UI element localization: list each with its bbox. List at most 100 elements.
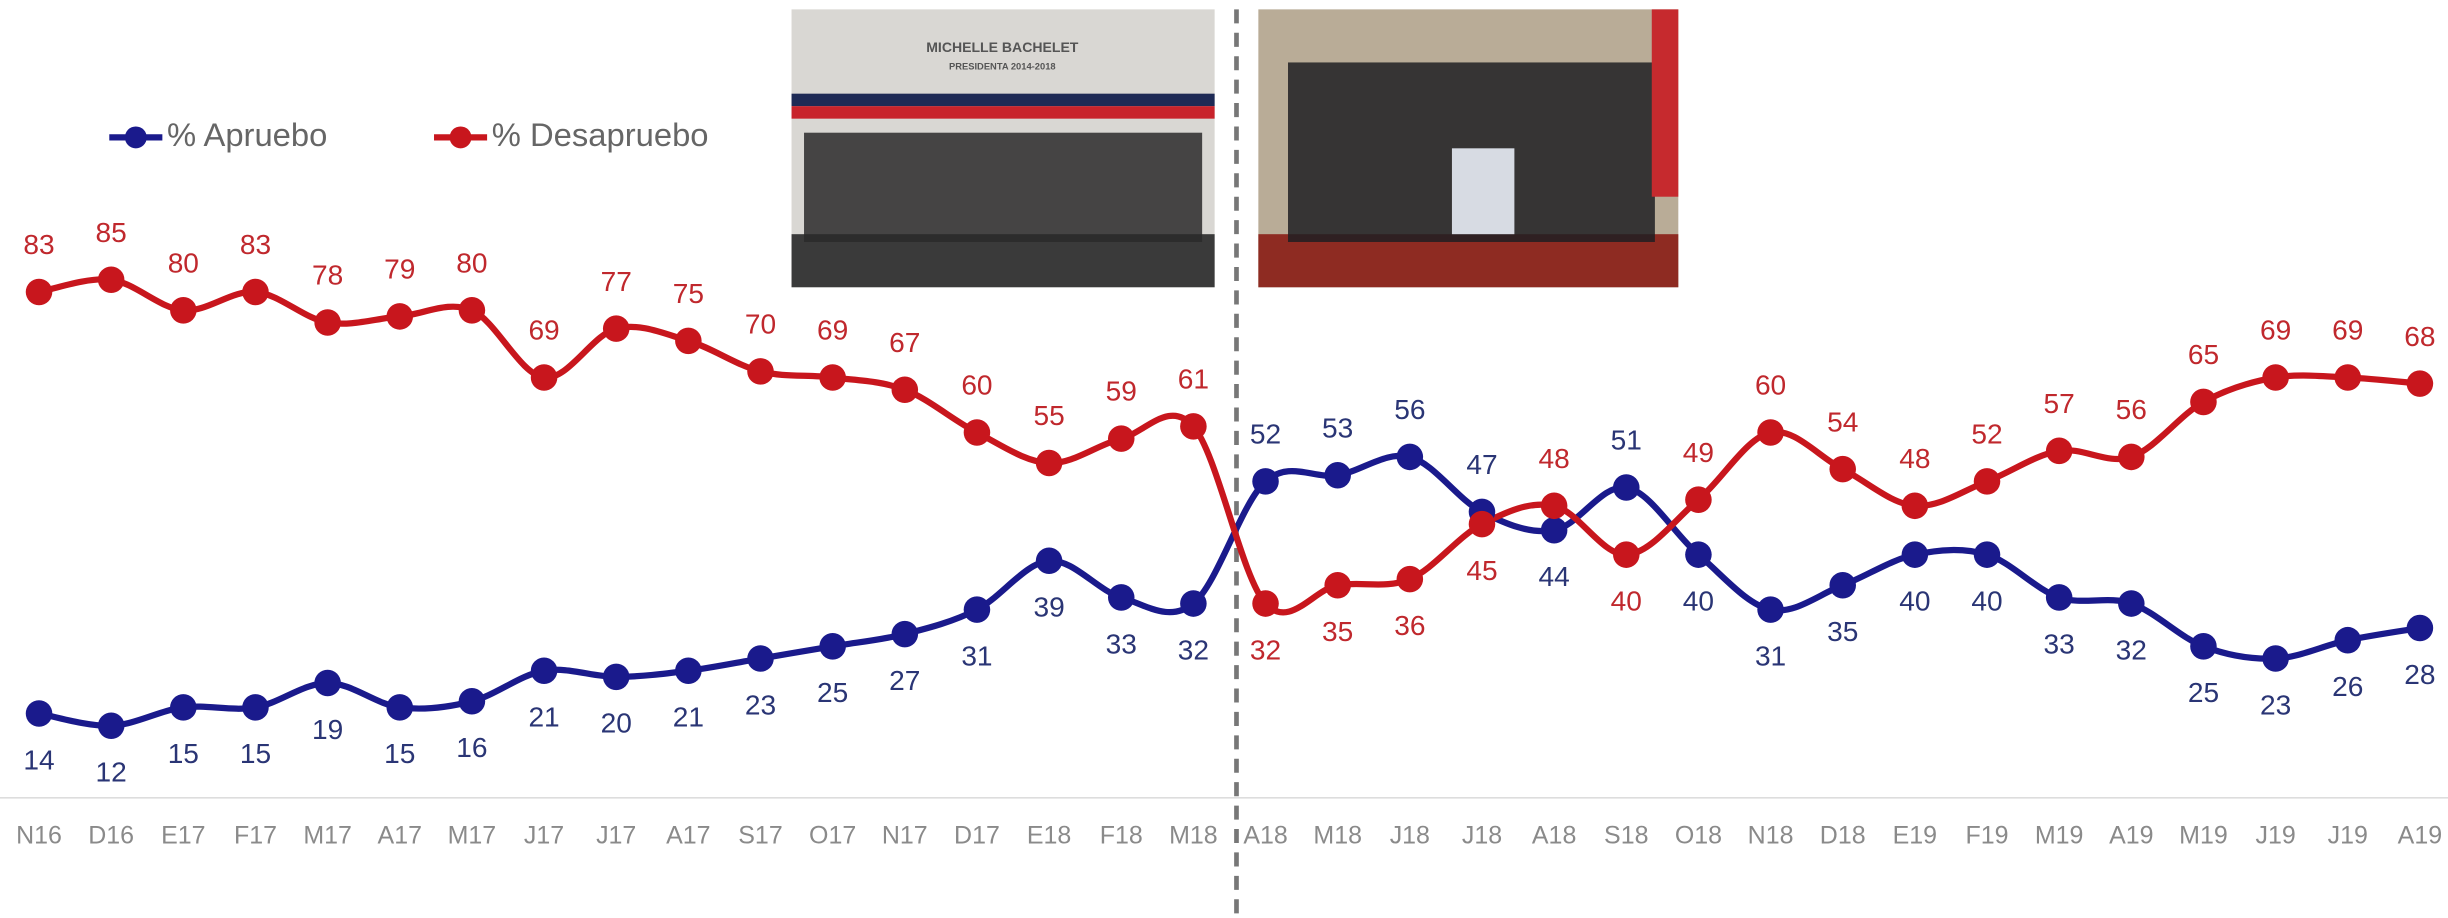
- data-point: [170, 297, 197, 324]
- data-label: 68: [2404, 321, 2435, 352]
- data-label: 80: [456, 247, 487, 278]
- data-label: 52: [1971, 419, 2002, 450]
- data-label: 40: [1971, 585, 2002, 616]
- data-point: [892, 376, 919, 403]
- data-label: 80: [168, 247, 199, 278]
- x-tick-label: J18: [1462, 821, 1502, 849]
- data-point: [98, 712, 125, 739]
- data-point: [2118, 444, 2145, 471]
- photo-2: [1258, 9, 1678, 287]
- x-tick-label: M19: [2035, 821, 2084, 849]
- data-label: 70: [745, 309, 776, 340]
- data-label: 35: [1322, 616, 1353, 647]
- data-point: [1252, 468, 1279, 495]
- data-label: 52: [1250, 419, 1281, 450]
- data-point: [1469, 511, 1496, 538]
- data-label: 53: [1322, 412, 1353, 443]
- data-point: [242, 279, 269, 306]
- data-label: 55: [1033, 400, 1064, 431]
- data-point: [531, 657, 558, 684]
- data-label: 57: [2044, 388, 2075, 419]
- data-label: 14: [23, 744, 54, 775]
- data-label: 39: [1033, 592, 1064, 623]
- data-point: [2262, 364, 2289, 391]
- data-point: [747, 358, 774, 385]
- photo-people: [804, 133, 1202, 242]
- x-tick-label: D16: [88, 821, 134, 849]
- photo-flag: [1652, 9, 1679, 196]
- data-point: [1036, 450, 1063, 477]
- data-point: [314, 670, 341, 697]
- data-point: [1685, 541, 1712, 568]
- photo-stripe: [792, 106, 1215, 118]
- data-point: [1541, 493, 1568, 520]
- x-tick-label: M17: [303, 821, 352, 849]
- data-point: [459, 688, 486, 715]
- data-label: 15: [168, 738, 199, 769]
- data-label: 28: [2404, 659, 2435, 690]
- data-point: [1974, 541, 2001, 568]
- data-point: [26, 279, 53, 306]
- photo-floor: [792, 234, 1215, 287]
- x-tick-label: J17: [596, 821, 636, 849]
- data-point: [2262, 645, 2289, 672]
- data-point: [170, 694, 197, 721]
- x-tick-label: F18: [1100, 821, 1143, 849]
- photo-floor: [1258, 234, 1678, 287]
- data-label: 69: [2332, 315, 2363, 346]
- data-label: 85: [96, 217, 127, 248]
- data-point: [964, 596, 991, 623]
- data-label: 59: [1106, 376, 1137, 407]
- data-point: [2190, 633, 2217, 660]
- x-tick-label: D17: [954, 821, 1000, 849]
- data-label: 25: [2188, 677, 2219, 708]
- data-point: [1613, 474, 1640, 501]
- data-label: 31: [961, 640, 992, 671]
- data-label: 26: [2332, 671, 2363, 702]
- data-point: [603, 315, 630, 342]
- data-label: 65: [2188, 339, 2219, 370]
- data-point: [675, 328, 702, 355]
- data-point: [531, 364, 558, 391]
- legend-label: % Desapruebo: [492, 116, 709, 153]
- data-label: 16: [456, 732, 487, 763]
- data-label: 40: [1899, 585, 1930, 616]
- x-tick-label: A17: [378, 821, 422, 849]
- data-point: [1252, 590, 1279, 617]
- data-label: 23: [745, 689, 776, 720]
- data-label: 83: [240, 229, 271, 260]
- data-point: [386, 303, 413, 330]
- data-point: [1613, 541, 1640, 568]
- data-point: [1829, 456, 1856, 483]
- x-tick-label: A17: [666, 821, 710, 849]
- data-label: 56: [2116, 394, 2147, 425]
- data-point: [26, 700, 53, 727]
- data-point: [603, 664, 630, 691]
- data-point: [892, 621, 919, 648]
- data-label: 12: [96, 757, 127, 788]
- data-label: 45: [1466, 555, 1497, 586]
- x-tick-label: D18: [1820, 821, 1866, 849]
- data-label: 27: [889, 665, 920, 696]
- data-label: 47: [1466, 449, 1497, 480]
- data-label: 69: [528, 315, 559, 346]
- data-point: [1324, 462, 1351, 489]
- data-label: 21: [528, 702, 559, 733]
- data-point: [2118, 590, 2145, 617]
- data-label: 25: [817, 677, 848, 708]
- x-tick-label: S17: [738, 821, 782, 849]
- data-point: [1397, 566, 1424, 593]
- data-label: 61: [1178, 364, 1209, 395]
- data-point: [2334, 627, 2361, 654]
- data-label: 83: [23, 229, 54, 260]
- data-point: [964, 419, 991, 446]
- data-point: [1324, 572, 1351, 599]
- x-tick-label: A18: [1532, 821, 1576, 849]
- data-label: 79: [384, 254, 415, 285]
- data-label: 51: [1611, 425, 1642, 456]
- data-point: [98, 266, 125, 293]
- data-point: [1108, 584, 1135, 611]
- legend-marker: [450, 126, 472, 148]
- data-label: 54: [1827, 406, 1858, 437]
- data-point: [819, 364, 846, 391]
